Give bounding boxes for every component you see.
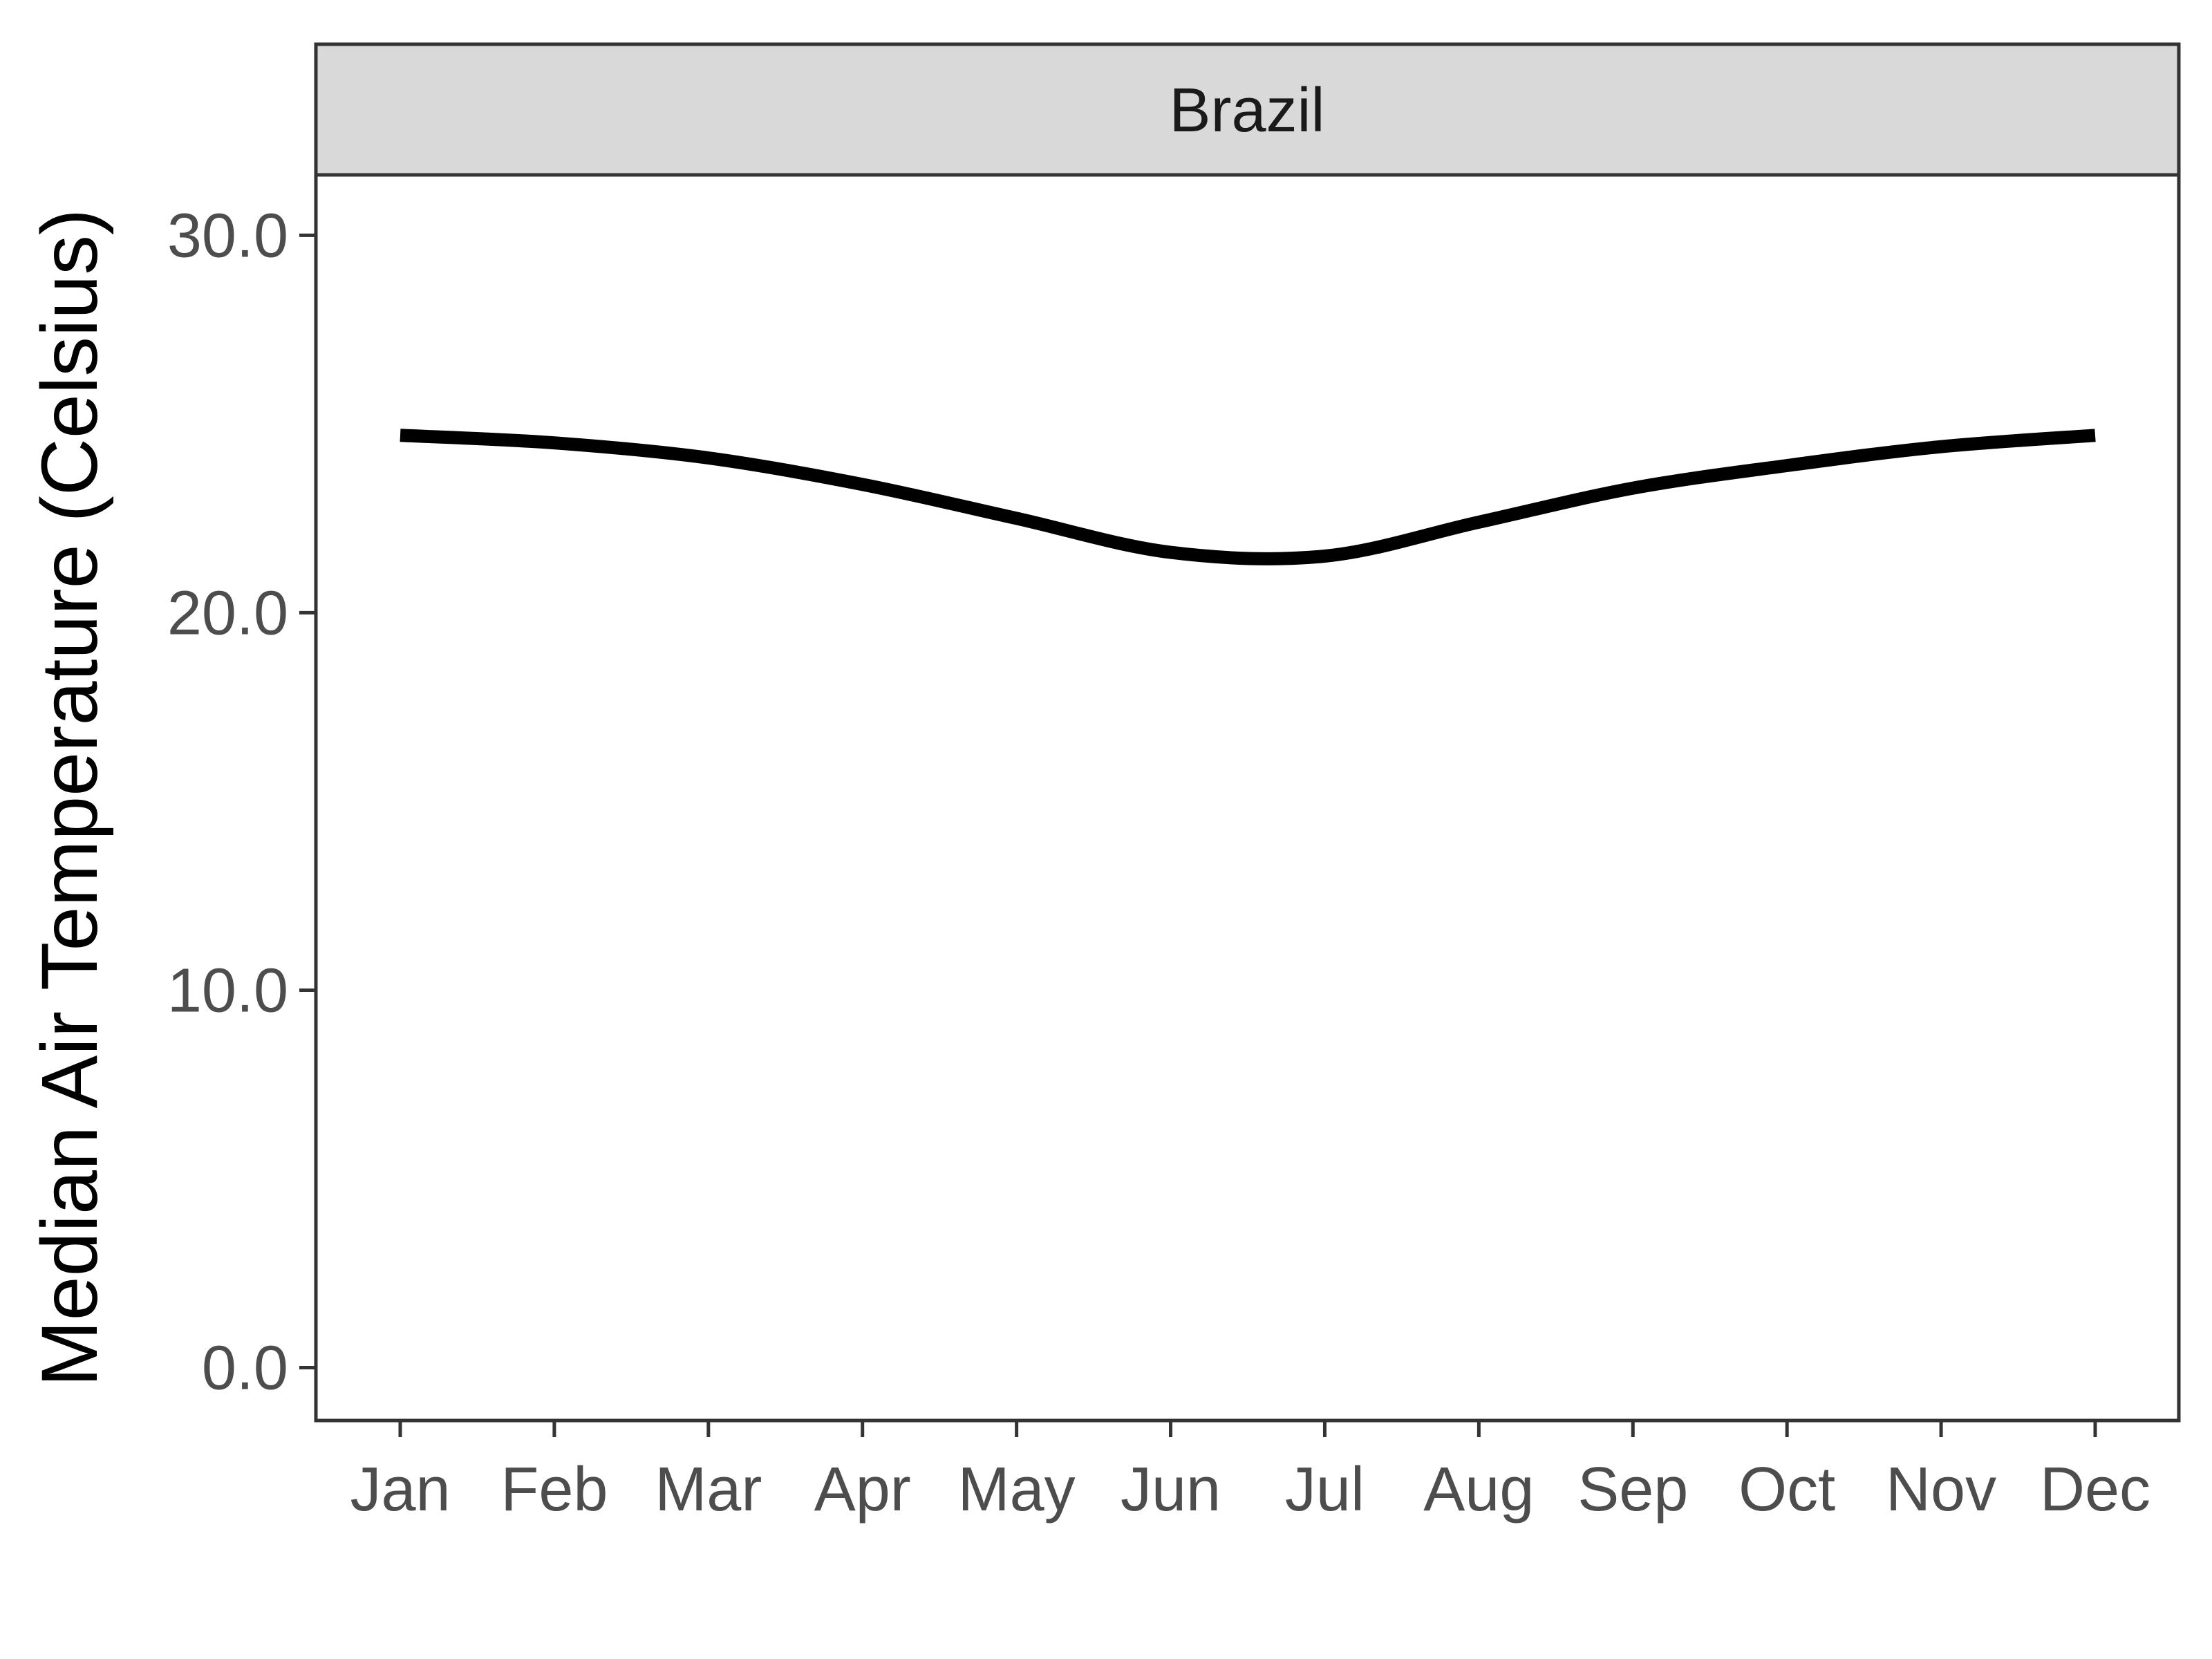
y-tick-label: 0.0 xyxy=(202,1334,288,1403)
x-tick-label: Jul xyxy=(1285,1455,1365,1524)
y-tick-label: 30.0 xyxy=(167,201,288,270)
y-tick-label: 10.0 xyxy=(167,956,288,1025)
x-tick-label: Apr xyxy=(814,1455,911,1524)
x-tick-label: May xyxy=(958,1455,1076,1524)
y-tick-label: 20.0 xyxy=(167,579,288,648)
x-tick-label: Sep xyxy=(1577,1455,1688,1524)
x-axis: Jan Feb Mar Apr May Jun Jul Aug Sep Oct Nov Dec xyxy=(350,1421,2150,1524)
x-tick-label: Aug xyxy=(1423,1455,1534,1524)
x-tick-label: Jan xyxy=(350,1455,450,1524)
x-tick-label: Oct xyxy=(1738,1455,1835,1524)
series-line xyxy=(400,429,2096,565)
y-axis-title: Median Air Temperature (Celsius) xyxy=(26,209,114,1387)
facet-strip xyxy=(314,42,2181,177)
x-tick-label: Nov xyxy=(1886,1455,1996,1524)
x-tick-label: Jun xyxy=(1121,1455,1221,1524)
x-tick-label: Mar xyxy=(655,1455,762,1524)
x-tick-label: Dec xyxy=(2040,1455,2150,1524)
series-layer xyxy=(400,429,2096,565)
plot-panel xyxy=(314,173,2181,1423)
y-axis: 0.0 10.0 20.0 30.0 xyxy=(167,201,316,1403)
facet-strip-label: Brazil xyxy=(1169,76,1324,145)
x-tick-label: Feb xyxy=(500,1455,608,1524)
